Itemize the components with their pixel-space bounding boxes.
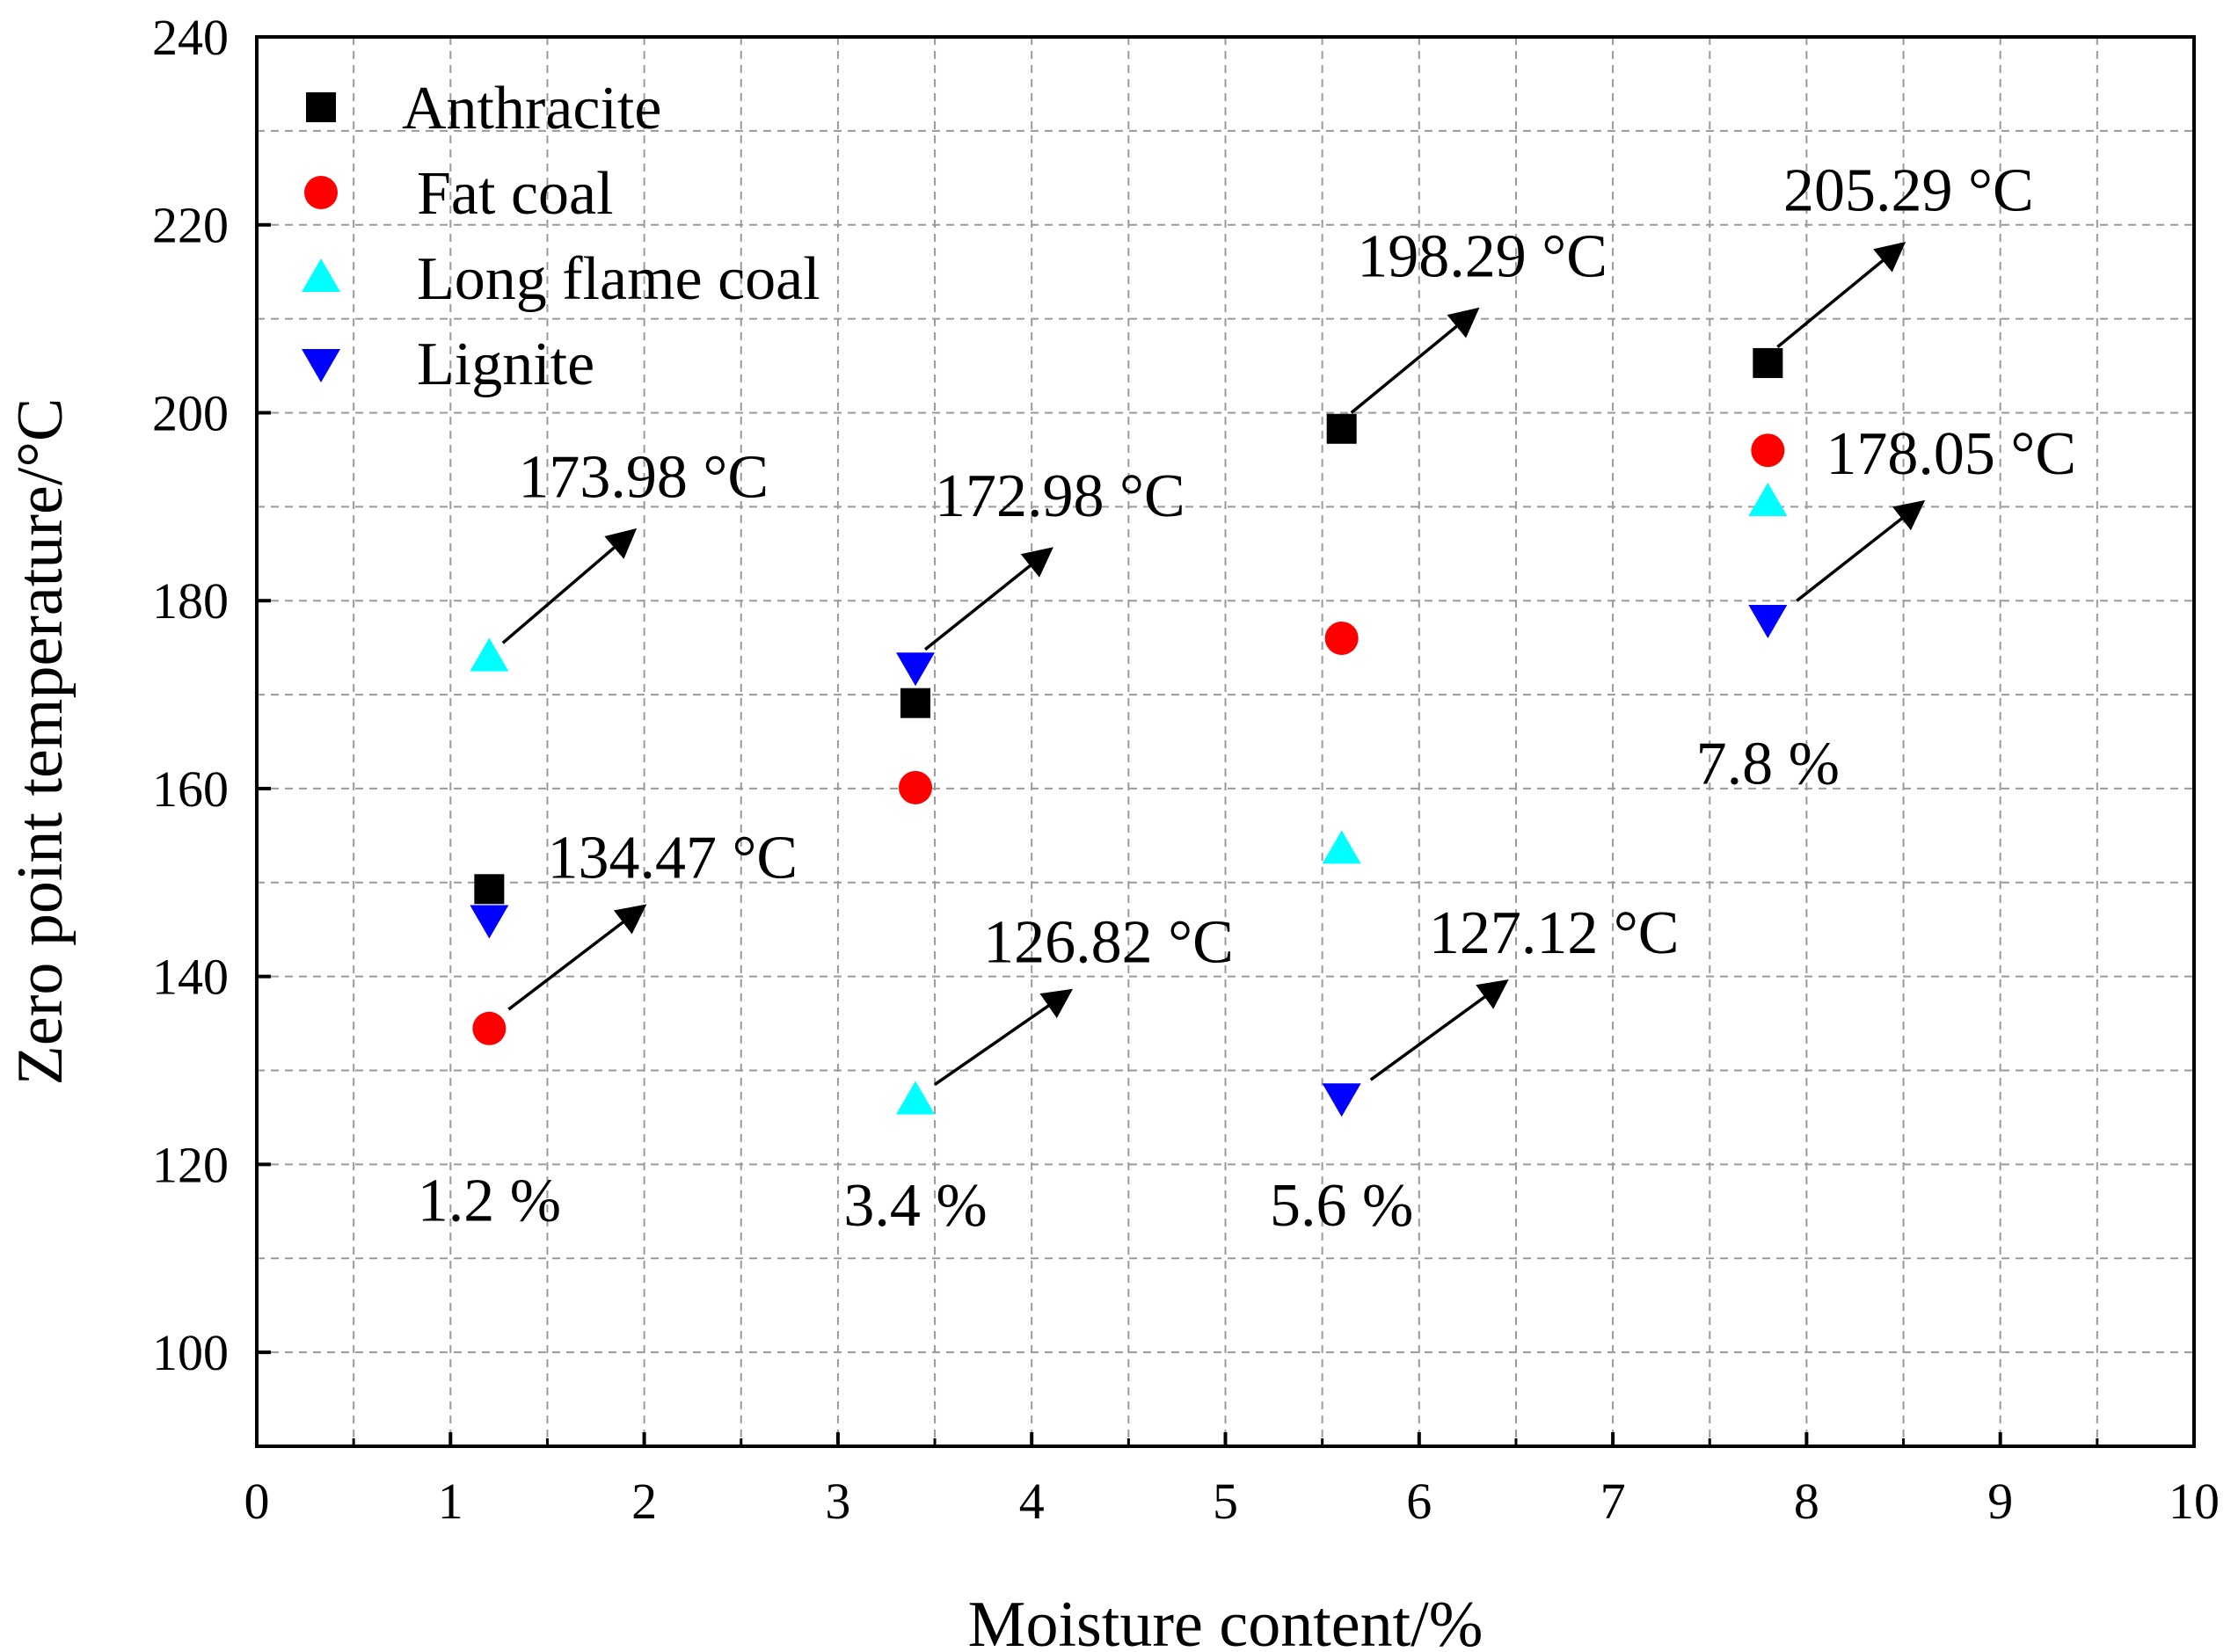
annotation-label: 205.29 °C [1783, 157, 2034, 225]
fat-coal-point [472, 1011, 507, 1045]
x-tick-label: 8 [1794, 1473, 1819, 1530]
moisture-group-label: 7.8 % [1696, 731, 1840, 798]
long-flame-coal-point [470, 637, 509, 672]
lignite-point [896, 652, 936, 687]
y-tick-label: 120 [152, 1136, 229, 1193]
annotation-label: 198.29 °C [1357, 223, 1607, 291]
x-tick-label: 7 [1600, 1473, 1626, 1530]
legend-label: Fat coal [417, 160, 614, 228]
annotation-arrow [507, 904, 647, 1011]
annotation-arrow [1350, 307, 1480, 414]
anthracite-point [474, 874, 505, 905]
axis-ticks: 0 1 2 3 4 5 6 7 8 9 10 100 120 140 160 180 200 220 240 [152, 9, 2220, 1530]
annotation-label: 173.98 °C [518, 444, 769, 512]
moisture-group-label: 3.4 % [843, 1172, 987, 1240]
legend-marker-anthracite [306, 92, 336, 122]
lignite-point [1322, 1083, 1361, 1117]
y-tick-label: 180 [152, 572, 229, 630]
annotation-label: 126.82 °C [983, 909, 1234, 977]
annotation-arrow [1776, 241, 1906, 349]
plot-area-frame [255, 35, 2196, 1448]
long-flame-coal-point [1748, 482, 1788, 516]
x-tick-label: 4 [1019, 1473, 1045, 1530]
anthracite-point [1326, 413, 1357, 444]
y-tick-label: 220 [152, 197, 229, 254]
x-tick-label: 2 [631, 1473, 657, 1530]
x-tick-label: 6 [1406, 1473, 1432, 1530]
annotation-arrow [934, 988, 1074, 1087]
data-points [470, 347, 1788, 1117]
annotation-arrows [501, 241, 1926, 1087]
y-axis-title: Zero point temperature/°C [4, 398, 77, 1086]
legend-label: Anthracite [402, 75, 661, 142]
lignite-point [470, 905, 509, 939]
x-tick-label: 5 [1213, 1473, 1238, 1530]
legend-marker-lignite [302, 349, 340, 382]
legend-label: Lignite [417, 331, 594, 398]
legend: Anthracite Fat coal Long flame coal Lignite [302, 75, 820, 398]
legend-marker-fat-coal [304, 176, 338, 209]
annotation-label: 172.98 °C [935, 462, 1185, 530]
long-flame-coal-point [896, 1081, 936, 1115]
annotation-label: 178.05 °C [1826, 420, 2076, 488]
x-tick-label: 10 [2169, 1473, 2220, 1530]
x-tick-label: 3 [825, 1473, 850, 1530]
annotation-label: 134.47 °C [547, 824, 798, 891]
anthracite-point [1753, 347, 1783, 378]
fat-coal-point [1324, 621, 1359, 655]
text-labels: 173.98 °C 172.98 °C 198.29 °C 205.29 °C 134.… [418, 157, 2076, 1240]
y-tick-label: 160 [152, 761, 229, 818]
annotation-arrow [501, 528, 638, 644]
x-tick-label: 9 [1987, 1473, 2013, 1530]
y-tick-label: 240 [152, 9, 229, 66]
y-tick-label: 140 [152, 949, 229, 1006]
annotation-label: 127.12 °C [1429, 899, 1680, 967]
long-flame-coal-point [1322, 830, 1361, 864]
annotation-arrow [923, 547, 1053, 651]
annotation-arrow [1796, 499, 1926, 602]
y-tick-label: 200 [152, 384, 229, 441]
anthracite-point [900, 688, 931, 718]
fat-coal-point [1751, 433, 1785, 468]
grid [257, 37, 2194, 1446]
legend-label: Long flame coal [417, 245, 820, 313]
x-axis-title: Moisture content/% [968, 1589, 1483, 1652]
lignite-point [1748, 605, 1788, 639]
fat-coal-point [899, 770, 933, 804]
y-tick-label: 100 [152, 1324, 229, 1381]
x-tick-label: 1 [438, 1473, 463, 1530]
legend-marker-long-flame-coal [302, 258, 340, 292]
moisture-group-label: 1.2 % [418, 1168, 561, 1235]
x-tick-label: 0 [244, 1473, 270, 1530]
moisture-group-label: 5.6 % [1270, 1172, 1413, 1240]
annotation-arrow [1369, 979, 1509, 1081]
